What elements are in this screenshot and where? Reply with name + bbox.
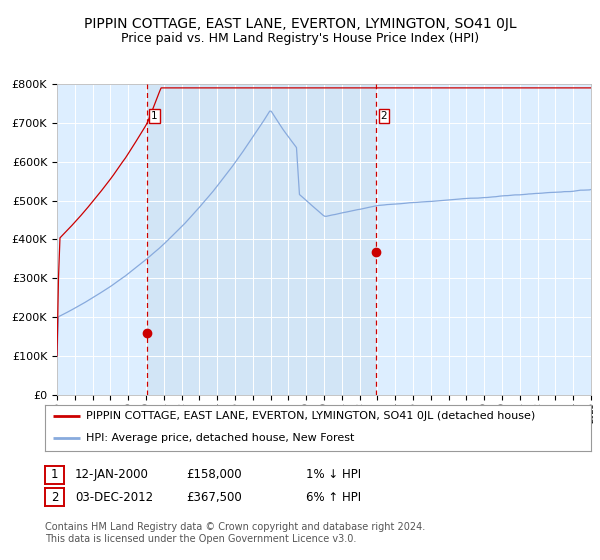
Text: PIPPIN COTTAGE, EAST LANE, EVERTON, LYMINGTON, SO41 0JL: PIPPIN COTTAGE, EAST LANE, EVERTON, LYMI… <box>83 17 517 31</box>
Text: 1% ↓ HPI: 1% ↓ HPI <box>306 468 361 482</box>
Text: 2: 2 <box>51 491 58 504</box>
Text: Contains HM Land Registry data © Crown copyright and database right 2024.
This d: Contains HM Land Registry data © Crown c… <box>45 522 425 544</box>
Text: 6% ↑ HPI: 6% ↑ HPI <box>306 491 361 504</box>
Text: £158,000: £158,000 <box>186 468 242 482</box>
Text: £367,500: £367,500 <box>186 491 242 504</box>
Bar <box>147 84 376 395</box>
Text: 2: 2 <box>380 111 387 121</box>
Text: 03-DEC-2012: 03-DEC-2012 <box>75 491 153 504</box>
Text: 12-JAN-2000: 12-JAN-2000 <box>75 468 149 482</box>
Text: 1: 1 <box>151 111 158 121</box>
Text: Price paid vs. HM Land Registry's House Price Index (HPI): Price paid vs. HM Land Registry's House … <box>121 32 479 45</box>
Text: 1: 1 <box>51 468 58 482</box>
Text: HPI: Average price, detached house, New Forest: HPI: Average price, detached house, New … <box>86 433 355 443</box>
Text: PIPPIN COTTAGE, EAST LANE, EVERTON, LYMINGTON, SO41 0JL (detached house): PIPPIN COTTAGE, EAST LANE, EVERTON, LYMI… <box>86 412 535 421</box>
